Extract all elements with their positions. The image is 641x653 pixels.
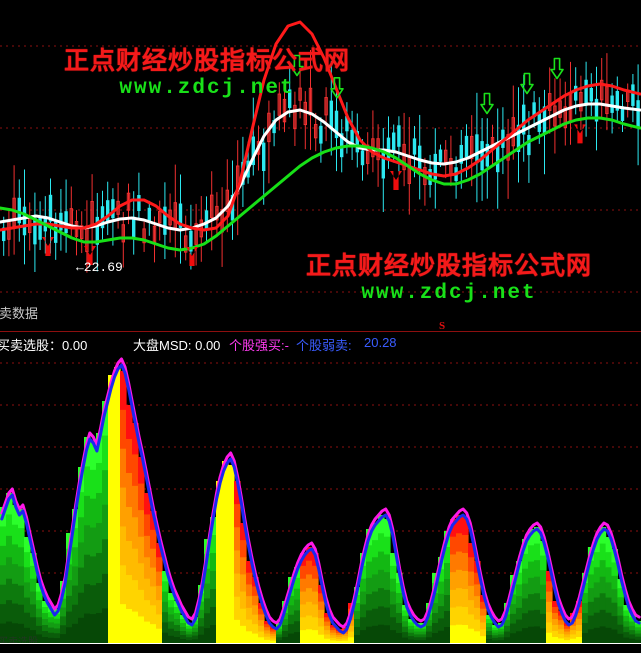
indicator-bottom-label: 买卖选股 (0, 633, 38, 648)
bottom-separator (0, 643, 641, 653)
indicator-histogram-panel[interactable] (0, 353, 641, 643)
sell-signal-marker: S (439, 320, 446, 330)
status-buysell-label: 买卖选股：0.00 (0, 338, 88, 353)
status-strong-buy: 个股强买:- (229, 338, 289, 353)
price-level-label: ←22.69 (76, 260, 123, 275)
price-chart-svg (0, 20, 641, 293)
indicator-chart-svg (0, 357, 641, 643)
status-msd-label: 大盘MSD: 0.00 (133, 338, 221, 353)
indicator-status-bar: 买卖选股：0.00 大盘MSD: 0.00 个股强买:- 个股弱卖: 20.28 (0, 331, 641, 353)
price-candlestick-panel[interactable]: 正点财经炒股指标公式网 www.zdcj.net 正点财经炒股指标公式网 www… (0, 0, 641, 330)
data-panel-label: 买卖数据 (0, 306, 39, 321)
status-weak-sell-value: 20.28 (364, 335, 397, 350)
status-weak-sell: 个股弱卖: (296, 338, 352, 353)
